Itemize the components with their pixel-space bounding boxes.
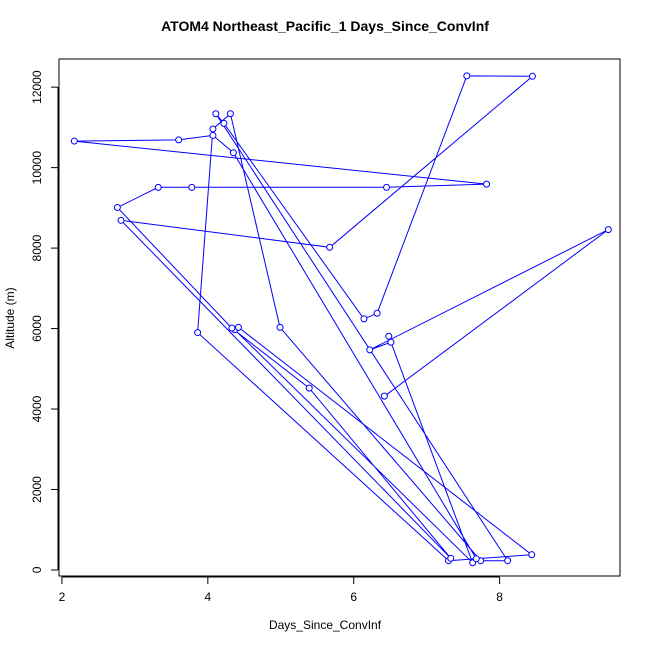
y-tick-label: 6000 bbox=[30, 315, 44, 342]
data-point bbox=[463, 72, 471, 80]
data-point bbox=[117, 216, 125, 224]
data-point bbox=[385, 332, 393, 340]
data-point bbox=[113, 203, 121, 211]
data-point bbox=[482, 180, 490, 188]
data-point bbox=[175, 136, 183, 144]
data-point bbox=[528, 551, 536, 559]
data-point bbox=[305, 384, 313, 392]
x-tick-label: 6 bbox=[350, 590, 357, 604]
y-tick-label: 8000 bbox=[30, 234, 44, 261]
data-point bbox=[472, 555, 480, 563]
plot-frame bbox=[58, 58, 621, 577]
data-point bbox=[228, 324, 236, 332]
data-point bbox=[366, 346, 374, 354]
data-point bbox=[528, 72, 536, 80]
x-tick-label: 4 bbox=[204, 590, 211, 604]
y-tick-label: 0 bbox=[30, 566, 44, 573]
data-point bbox=[504, 557, 512, 565]
data-point bbox=[380, 392, 388, 400]
data-point bbox=[188, 183, 196, 191]
data-point bbox=[373, 309, 381, 317]
data-point bbox=[229, 149, 237, 157]
data-point bbox=[447, 554, 455, 562]
data-point bbox=[209, 131, 217, 139]
x-tick-label: 2 bbox=[59, 590, 66, 604]
x-tick-label: 8 bbox=[496, 590, 503, 604]
data-point bbox=[326, 243, 334, 251]
y-tick-label: 2000 bbox=[30, 476, 44, 503]
data-point bbox=[387, 338, 395, 346]
data-point bbox=[212, 110, 220, 118]
data-point bbox=[70, 137, 78, 145]
data-point bbox=[220, 119, 228, 127]
data-point bbox=[360, 315, 368, 323]
series-line bbox=[74, 75, 609, 564]
chart-title: ATOM4 Northeast_Pacific_1 Days_Since_Con… bbox=[161, 18, 489, 34]
y-tick-label: 4000 bbox=[30, 395, 44, 422]
data-point bbox=[234, 323, 242, 331]
y-tick-label: 10000 bbox=[30, 151, 44, 185]
data-point bbox=[226, 110, 234, 118]
data-point bbox=[209, 125, 217, 133]
x-axis-label: Days_Since_ConvInf bbox=[268, 618, 382, 632]
y-tick-label: 12000 bbox=[30, 70, 44, 104]
data-point bbox=[276, 323, 284, 331]
data-point bbox=[383, 183, 391, 191]
data-point bbox=[194, 329, 202, 337]
data-point bbox=[154, 183, 162, 191]
data-point bbox=[604, 226, 612, 234]
